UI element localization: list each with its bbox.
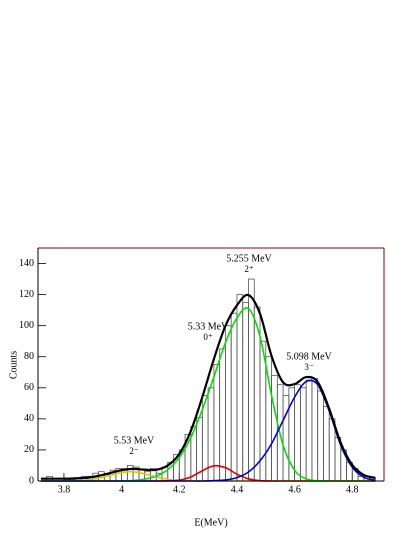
annotation-spin: 2⁻ [129, 446, 139, 456]
histogram-bin [323, 406, 330, 482]
y-tick-label: 0 [29, 475, 34, 486]
y-tick-label: 60 [24, 382, 34, 393]
y-axis-label: Counts [8, 351, 19, 379]
histogram-bin [317, 390, 324, 482]
y-tick-label: 120 [19, 289, 34, 300]
histogram-bin [242, 301, 249, 482]
annotation-energy: 5.098 MeV [286, 351, 332, 362]
annotation-spin: 2⁺ [244, 264, 254, 274]
histogram-bin [299, 387, 307, 482]
x-tick-label: 4.2 [173, 484, 186, 495]
y-tick-label: 80 [24, 351, 34, 362]
x-tick-label: 3.8 [58, 484, 71, 495]
y-tick-label: 140 [19, 258, 34, 269]
annotation-energy: 5.33 MeV [188, 321, 229, 332]
histogram-bin [271, 374, 278, 482]
annotation-spin: 3⁻ [304, 362, 314, 372]
y-tick-label: 100 [19, 320, 34, 331]
annotation-energy: 5.255 MeV [226, 253, 272, 264]
histogram-bin [126, 465, 134, 482]
histogram-bin [230, 312, 238, 482]
y-tick-label: 40 [24, 413, 34, 424]
x-tick-label: 4 [119, 484, 124, 495]
histogram-bin [225, 325, 232, 482]
histogram-bin [294, 384, 301, 482]
histogram-bin [265, 356, 272, 482]
histogram-bin [213, 364, 221, 482]
histogram-bin [236, 294, 244, 482]
x-tick-label: 4.4 [231, 484, 244, 495]
histogram-bin [219, 348, 226, 482]
annotation-energy: 5.53 MeV [114, 435, 155, 446]
x-tick-label: 4.6 [288, 484, 301, 495]
x-tick-label: 4.8 [346, 484, 359, 495]
histogram-bin [305, 379, 313, 482]
annotation-spin: 0⁺ [203, 332, 213, 342]
x-axis-label: E(MeV) [194, 517, 227, 528]
histogram-bin [311, 378, 319, 482]
y-tick-label: 20 [24, 444, 34, 455]
fit-curve [40, 293, 376, 480]
